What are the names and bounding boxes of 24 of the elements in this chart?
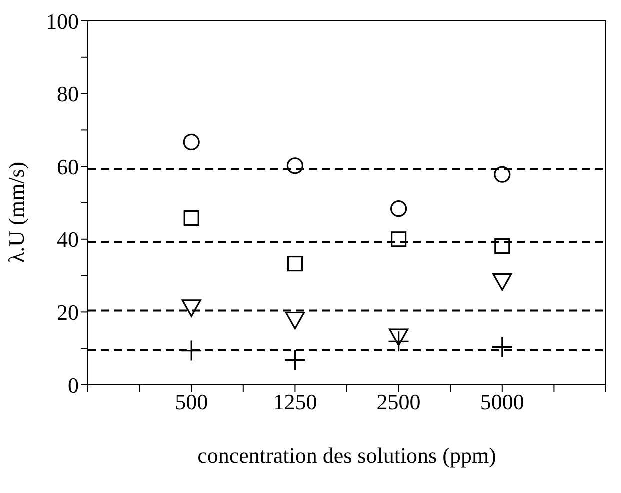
y-tick-label: 40 xyxy=(57,227,79,252)
point xyxy=(286,158,304,174)
point xyxy=(284,349,306,372)
point xyxy=(494,238,510,254)
y-axis-title: λ.U (mm/s) xyxy=(4,162,29,263)
y-tick-label: 60 xyxy=(57,154,79,180)
point xyxy=(494,166,511,183)
x-tick-label: 500 xyxy=(175,390,208,415)
y-tick-label: 0 xyxy=(68,372,79,398)
point xyxy=(390,200,408,218)
point xyxy=(388,330,410,352)
x-tick-label: 2500 xyxy=(376,390,421,415)
point xyxy=(492,336,514,358)
x-tick-label: 1250 xyxy=(273,390,318,415)
point xyxy=(184,210,200,226)
y-tick-label: 20 xyxy=(57,300,79,326)
x-tick-label: 5000 xyxy=(480,390,524,415)
y-tick-label: 80 xyxy=(57,82,79,107)
point xyxy=(183,134,200,151)
y-tick-label: 100 xyxy=(46,8,79,34)
point xyxy=(391,232,407,248)
point xyxy=(287,256,303,272)
x-axis-title: concentration des solutions (ppm) xyxy=(198,443,496,468)
point xyxy=(180,340,202,362)
